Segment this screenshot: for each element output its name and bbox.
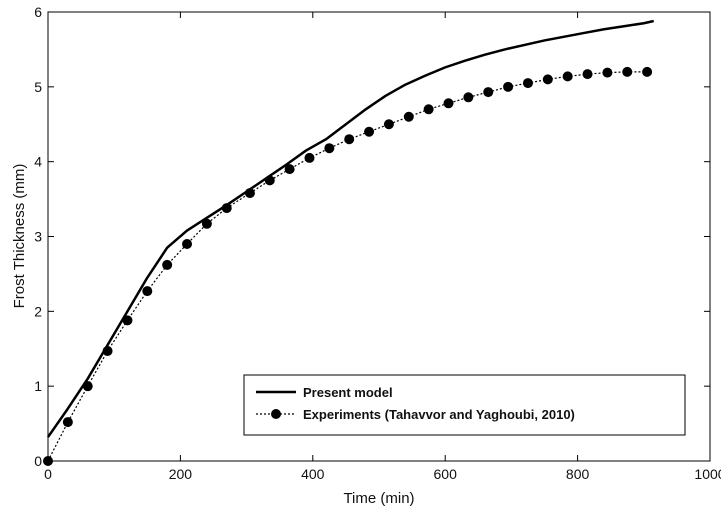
experiments-point [463, 92, 474, 103]
y-tick-label: 3 [34, 229, 42, 245]
y-tick-label: 6 [34, 4, 42, 20]
experiments-point [344, 134, 355, 145]
experiments-point [602, 67, 613, 78]
x-tick-label: 600 [434, 466, 458, 482]
y-tick-label: 4 [34, 154, 42, 170]
x-axis-title: Time (min) [343, 490, 414, 507]
experiments-point [264, 175, 275, 186]
experiments-point [244, 188, 255, 199]
experiments-point [324, 143, 335, 154]
y-tick-label: 1 [34, 378, 42, 394]
experiments-point [102, 345, 113, 356]
experiments-point [162, 259, 173, 270]
experiments-point [284, 164, 295, 175]
series-present-model-line [46, 19, 655, 438]
experiments-point [503, 81, 514, 92]
experiments-point [304, 152, 315, 163]
experiments-point [622, 66, 633, 77]
experiments-point [483, 87, 494, 98]
experiments-point [82, 381, 93, 392]
x-tick-label: 200 [169, 466, 193, 482]
y-tick-label: 5 [34, 79, 42, 95]
experiments-point [364, 126, 375, 137]
y-tick-label: 0 [34, 453, 42, 469]
experiments-point [642, 66, 653, 77]
experiments-point [201, 218, 212, 229]
y-tick-label: 2 [34, 303, 42, 319]
experiments-point [582, 69, 593, 80]
experiments-point [522, 78, 533, 89]
experiments-point [443, 98, 454, 109]
legend-experiments-marker [271, 409, 281, 419]
x-tick-label: 0 [44, 466, 52, 482]
series-layer [43, 19, 655, 466]
legend-box [243, 374, 686, 436]
experiments-point [62, 417, 73, 428]
experiments-point [122, 315, 133, 326]
legend-experiments-label: Experiments (Tahavvor and Yaghoubi, 2010… [303, 407, 575, 422]
x-tick-label: 400 [301, 466, 325, 482]
experiments-point [562, 71, 573, 82]
experiments-point [423, 104, 434, 115]
experiments-point [403, 111, 414, 122]
experiments-point [383, 119, 394, 130]
legend-present-model-label: Present model [303, 385, 393, 400]
legend: Present model Experiments (Tahavvor and … [243, 374, 686, 436]
experiments-point [43, 456, 53, 466]
experiments-point [182, 238, 193, 249]
experiments-point [542, 74, 553, 85]
x-tick-label: 800 [566, 466, 590, 482]
experiments-point [221, 203, 232, 214]
experiments-point [142, 286, 153, 297]
y-axis-title: Frost Thickness (mm) [11, 164, 28, 309]
